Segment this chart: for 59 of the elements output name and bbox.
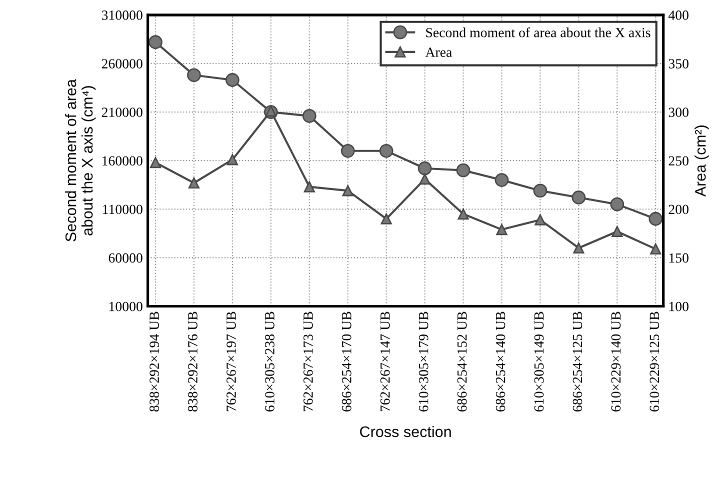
point (187, 68, 201, 82)
point (494, 173, 509, 187)
y-tick-label: 60000 (108, 253, 142, 263)
legend-label: Area (425, 48, 452, 57)
x-tick-label: 686×254×152 UB (457, 312, 467, 412)
y2-tick-label: 300 (668, 108, 688, 118)
y-tick-label: 160000 (102, 156, 142, 166)
point (379, 144, 394, 158)
x-tick-label: 610×305×179 UB (418, 312, 428, 412)
x-tick-label: 762×267×197 UB (226, 312, 236, 412)
x-tick-label: 838×292×176 UB (188, 312, 198, 412)
point (226, 154, 238, 166)
point (650, 243, 662, 255)
point (418, 161, 432, 176)
point (496, 224, 508, 236)
point (188, 177, 200, 188)
point (572, 190, 586, 204)
y-tick-label: 10000 (109, 302, 142, 312)
x-tick-label: 838×292×194 UB (150, 312, 159, 412)
point (533, 184, 548, 198)
y-tick-label: 260000 (102, 59, 142, 68)
y-tick-label: 310000 (102, 10, 142, 20)
point (150, 156, 162, 168)
point (458, 208, 469, 220)
x-tick-label: 686×254×170 UB (342, 312, 352, 412)
y2-axis-title: Area (cm²) (694, 125, 709, 197)
point (419, 174, 430, 185)
y-tick-label: 110000 (103, 204, 142, 214)
x-tick-label: 762×267×173 UB (304, 312, 313, 412)
y-tick-label: 210000 (102, 108, 142, 118)
point (456, 163, 470, 178)
y2-tick-label: 200 (668, 204, 688, 214)
y2-tick-label: 150 (669, 253, 688, 263)
x-tick-label: 610×305×238 UB (265, 312, 274, 412)
point (380, 213, 392, 224)
point (612, 226, 623, 238)
x-tick-label: 610×305×149 UB (534, 312, 544, 412)
legend-label: Second moment of area about the X axis (426, 27, 650, 38)
point (302, 108, 316, 123)
point (148, 35, 162, 50)
x-tick-label: 610×229×125 UB (650, 312, 660, 412)
y2-tick-label: 400 (668, 10, 688, 20)
point (648, 212, 663, 226)
x-tick-label: 610×229×140 UB (611, 312, 621, 412)
point (573, 242, 584, 254)
point (225, 73, 240, 87)
x-tick-label: 686×254×140 UB (496, 312, 506, 412)
x-tick-label: 762×267×147 UB (380, 312, 390, 412)
x-tick-label: 686×254×125 UB (572, 312, 582, 412)
point (342, 185, 354, 196)
point (340, 144, 355, 158)
y2-tick-label: 100 (669, 302, 688, 312)
y2-tick-label: 350 (668, 59, 688, 68)
point (534, 214, 546, 226)
point (304, 181, 315, 192)
point (610, 197, 624, 212)
y2-tick-label: 250 (668, 156, 688, 166)
y-axis-title: Second moment of area about the X axis (cm⁴) (65, 79, 96, 242)
x-axis-title: Cross section (360, 426, 451, 438)
